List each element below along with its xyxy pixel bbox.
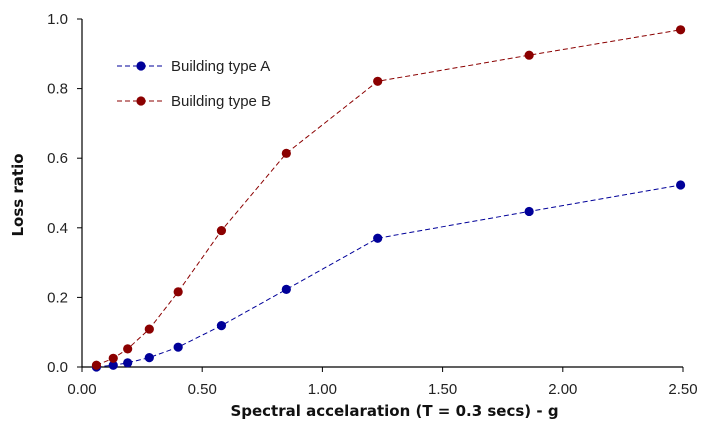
legend-item: Building type B [117,93,271,110]
legend-item: Building type A [117,58,270,75]
x-tick-label: 2.50 [668,381,697,398]
legend-marker [136,61,146,71]
x-tick-label: 0.00 [67,381,96,398]
data-point [524,50,534,60]
data-point [123,358,133,368]
y-tick-label: 0.6 [47,150,68,167]
data-point [524,206,534,217]
data-point [216,320,227,331]
data-point [675,25,686,35]
x-tick-label: 2.00 [548,381,577,398]
data-point [144,324,154,334]
data-point [91,360,102,370]
data-point [173,287,183,297]
axes [81,19,683,368]
x-tick-label: 1.00 [308,381,337,398]
x-tick-label: 0.50 [188,381,217,398]
series-line [96,184,681,368]
y-axis-ticks: 0.0 0.2 0.4 0.6 0.8 1.0 [47,11,82,376]
legend-label: Building type A [171,58,270,75]
data-point [123,344,133,354]
data-point [173,342,183,352]
series-building-type-b [91,25,686,370]
data-point [144,353,154,363]
data-point [373,233,383,243]
y-tick-label: 0.8 [47,81,68,98]
x-axis-title: Spectral accelaration (T = 0.3 secs) - g [230,402,558,420]
data-point [216,225,227,236]
legend: Building type A Building type B [117,58,271,110]
data-point [281,284,291,294]
data-point [281,148,291,158]
data-point [108,353,118,363]
x-axis-ticks: 0.00 0.50 1.00 1.50 2.00 2.50 [67,367,698,398]
series-line [96,29,681,366]
series-building-type-a [91,180,686,372]
series-layer [91,25,686,372]
y-tick-label: 0.4 [47,220,68,237]
data-point [675,180,686,190]
legend-marker [136,96,146,106]
y-tick-label: 1.0 [47,11,68,28]
data-point [373,76,383,86]
y-tick-label: 0.0 [47,359,68,376]
y-tick-label: 0.2 [47,289,68,306]
legend-label: Building type B [171,93,271,110]
y-axis-title: Loss ratio [9,153,27,236]
x-tick-label: 1.50 [428,381,457,398]
data-point [108,360,118,370]
